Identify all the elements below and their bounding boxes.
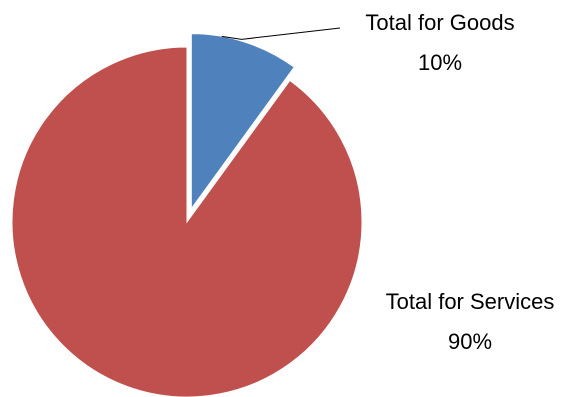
slice-label-name-goods: Total for Goods	[365, 10, 514, 35]
pie-slice-total-for-goods	[190, 33, 295, 211]
pie-slice-total-for-services	[11, 46, 363, 397]
leader-line-total-for-goods	[221, 27, 341, 40]
slice-label-percent-services: 90%	[448, 329, 492, 354]
slice-label-name-services: Total for Services	[386, 289, 555, 314]
slice-label-percent-goods: 10%	[418, 50, 462, 75]
